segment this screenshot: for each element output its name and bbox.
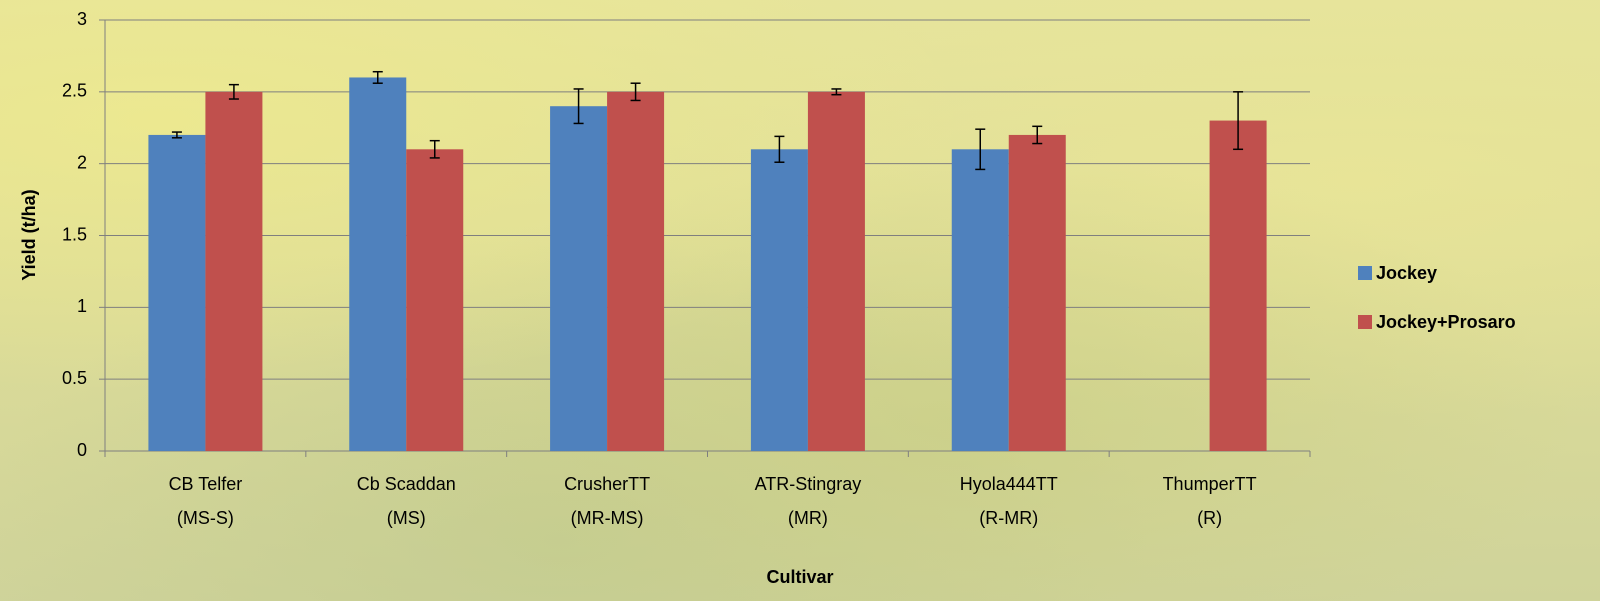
y-tick-label: 0.5 bbox=[62, 368, 87, 388]
bar bbox=[952, 149, 1009, 451]
bar bbox=[148, 135, 205, 451]
bar bbox=[550, 106, 607, 451]
legend-label: Jockey+Prosaro bbox=[1376, 312, 1516, 332]
legend-label: Jockey bbox=[1376, 263, 1437, 283]
x-tick-label: (MS-S) bbox=[177, 508, 234, 528]
bar bbox=[406, 149, 463, 451]
x-tick-label: ThumperTT bbox=[1163, 474, 1257, 494]
y-tick-label: 2.5 bbox=[62, 81, 87, 101]
bar bbox=[1009, 135, 1066, 451]
legend-swatch bbox=[1358, 266, 1372, 280]
y-tick-label: 3 bbox=[77, 9, 87, 29]
x-axis-title: Cultivar bbox=[766, 567, 833, 587]
x-tick-label: ATR-Stingray bbox=[755, 474, 862, 494]
y-tick-label: 1 bbox=[77, 296, 87, 316]
y-axis-title: Yield (t/ha) bbox=[19, 189, 39, 280]
x-tick-label: CB Telfer bbox=[169, 474, 243, 494]
bar bbox=[607, 92, 664, 451]
bar bbox=[1210, 121, 1267, 451]
x-tick-label: CrusherTT bbox=[564, 474, 650, 494]
bar bbox=[751, 149, 808, 451]
bar bbox=[808, 92, 865, 451]
y-tick-label: 0 bbox=[77, 440, 87, 460]
x-tick-label: (R) bbox=[1197, 508, 1222, 528]
x-tick-label: (MR-MS) bbox=[571, 508, 644, 528]
chart: Cultivar Yield (t/ha) 0 0.5 1 1.5 2 2.5 3 CB Te… bbox=[0, 0, 1600, 601]
x-tick-label: (MS) bbox=[387, 508, 426, 528]
legend-swatch bbox=[1358, 315, 1372, 329]
y-tick-label: 1.5 bbox=[62, 224, 87, 244]
x-tick-label: (MR) bbox=[788, 508, 828, 528]
x-tick-label: Cb Scaddan bbox=[357, 474, 456, 494]
x-tick-label: (R-MR) bbox=[979, 508, 1038, 528]
bar bbox=[205, 92, 262, 451]
x-tick-label: Hyola444TT bbox=[960, 474, 1058, 494]
y-tick-label: 2 bbox=[77, 152, 87, 172]
bar bbox=[349, 77, 406, 451]
